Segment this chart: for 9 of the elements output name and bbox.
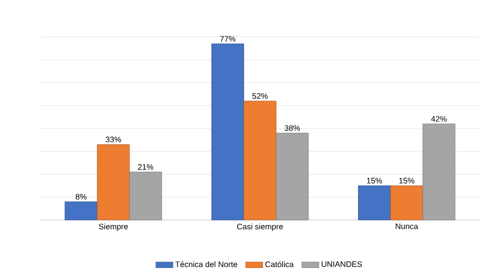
bar (129, 172, 162, 220)
bar (97, 144, 130, 220)
bar (276, 132, 309, 220)
bar (64, 201, 98, 220)
bar (390, 185, 423, 220)
bar (211, 44, 244, 220)
bar (422, 124, 456, 220)
bar (358, 185, 391, 220)
bar (244, 100, 276, 220)
